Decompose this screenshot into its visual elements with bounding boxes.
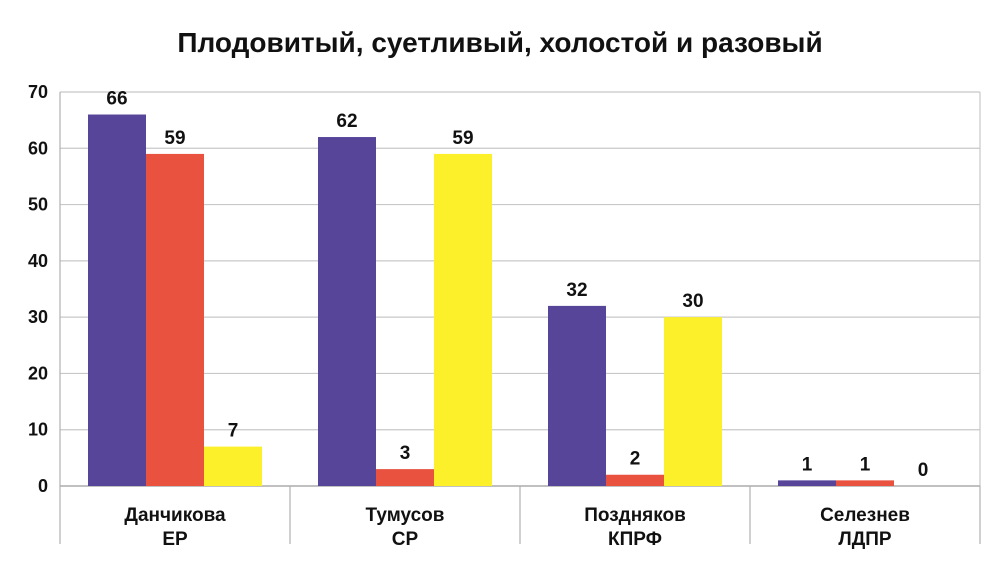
axes: 010203040506070ДанчиковаЕРТумусовСРПоздн… [28,82,981,550]
data-labels: 66 59 7 62 3 59 32 2 30 1 1 0 [106,89,928,481]
y-tick-label: 10 [28,420,48,440]
y-tick-label: 0 [38,476,48,496]
y-tick-label: 70 [28,82,48,102]
bar [778,480,836,486]
data-label: 0 [918,460,929,481]
chart-title: Плодовитый, суетливый, холостой и разовы… [177,27,822,58]
bar [376,469,434,486]
y-tick-label: 50 [28,195,48,215]
data-label: 3 [400,443,411,464]
data-label: 7 [228,421,239,442]
y-tick-label: 20 [28,363,48,383]
x-tick-label: ЛДПР [838,529,892,550]
y-tick-label: 40 [28,251,48,271]
bar [664,317,722,486]
y-tick-label: 30 [28,307,48,327]
x-tick-label: Данчикова [124,505,226,526]
bar [88,114,146,486]
data-label: 62 [336,111,357,132]
x-tick-label: Тумусов [366,505,445,526]
data-label: 66 [106,89,127,110]
data-label: 1 [802,454,813,475]
x-tick-label: СР [392,529,419,550]
bar [606,474,664,486]
gridlines [60,91,981,487]
data-label: 59 [452,128,473,149]
bar [318,137,376,486]
data-label: 32 [566,280,587,301]
data-label: 2 [630,449,641,470]
data-label: 30 [682,291,703,312]
data-label: 59 [164,128,185,149]
y-tick-label: 60 [28,138,48,158]
bar [548,305,606,486]
x-tick-label: Селезнев [820,505,910,526]
bar [204,446,262,486]
data-label: 1 [860,454,871,475]
x-tick-label: ЕР [162,529,188,550]
bar [146,153,204,486]
x-tick-label: Поздняков [584,505,686,526]
bar [836,480,894,486]
bars [88,114,894,486]
bar [434,153,492,486]
x-tick-label: КПРФ [608,529,662,550]
